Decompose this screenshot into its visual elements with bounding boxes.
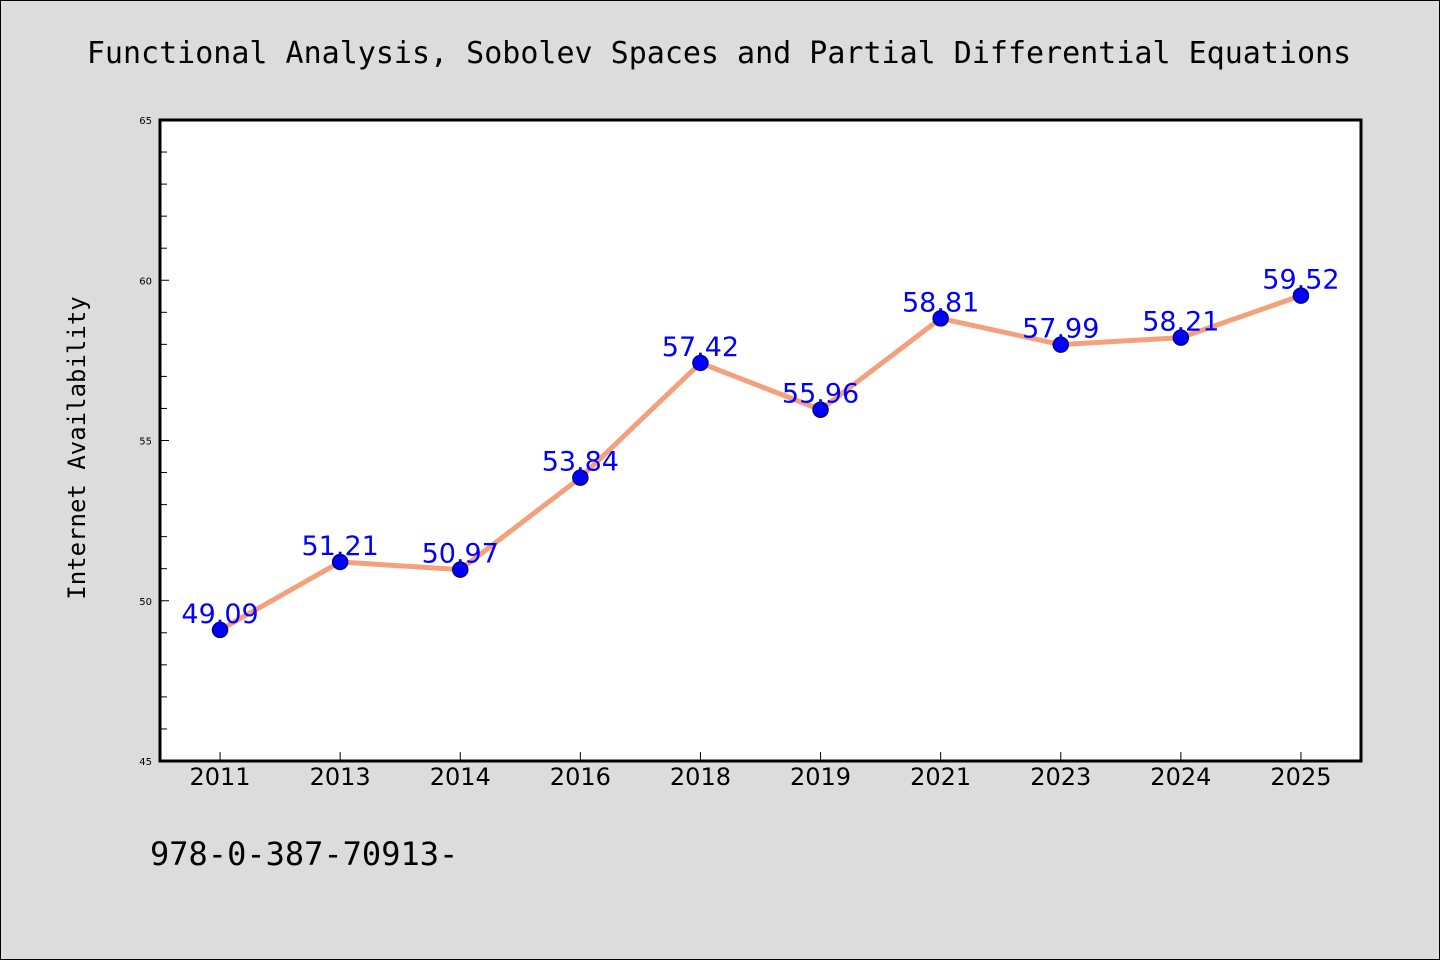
data-value-label: 53.84 [542,447,619,478]
data-point [1292,287,1310,304]
x-tick-label: 2018 [670,763,731,791]
data-point [1052,336,1069,353]
y-tick-label: 60 [139,276,152,287]
data-value-label: 51.21 [302,531,379,562]
data-point [812,401,829,418]
series-line-group [211,287,1310,639]
y-tick-label: 45 [139,757,152,768]
x-tick-label: 2023 [1030,763,1091,791]
data-value-label: 58.21 [1142,307,1219,338]
data-point [932,310,949,327]
x-tick-label: 2021 [910,763,971,791]
chart-title: Functional Analysis, Sobolev Spaces and … [87,36,1351,71]
x-tick-label: 2024 [1150,763,1211,791]
x-tick-label: 2014 [430,763,491,791]
x-tick-label: 2025 [1270,763,1331,791]
y-axis-label: Internet Availability [63,296,91,599]
y-tick-label: 50 [139,597,152,608]
data-point [331,553,349,571]
data-value-label: 50.97 [422,539,499,570]
data-point [572,469,589,486]
x-axis: 2011 2013 2014 2016 2018 2019 2021 2023 2024 2025 [190,752,1331,791]
series-line [217,293,1304,633]
x-tick-label: 2019 [790,763,851,791]
data-value-label: 49.09 [181,599,258,630]
data-point [1172,329,1190,346]
data-value-label: 58.81 [902,287,979,318]
y-tick-label: 55 [139,437,152,448]
data-value-label: 57.42 [662,332,739,363]
x-tick-label: 2011 [190,763,251,791]
data-point [211,621,229,639]
data-value-label: 59.52 [1262,265,1339,296]
x-tick-label: 2016 [550,763,611,791]
data-value-label: 57.99 [1022,314,1099,345]
data-value-label: 55.96 [782,379,859,410]
data-label-group: 49.09 51.21 50.97 53.84 57.42 55.96 58.81 57.99… [181,265,1339,630]
data-point [452,561,469,578]
footer-isbn-text: 978-0-387-70913- [150,835,458,873]
plot-area [160,120,1361,761]
data-point [692,354,709,372]
plot-border [158,118,1363,763]
x-tick-label: 2013 [310,763,371,791]
y-tick-label: 65 [139,116,152,127]
